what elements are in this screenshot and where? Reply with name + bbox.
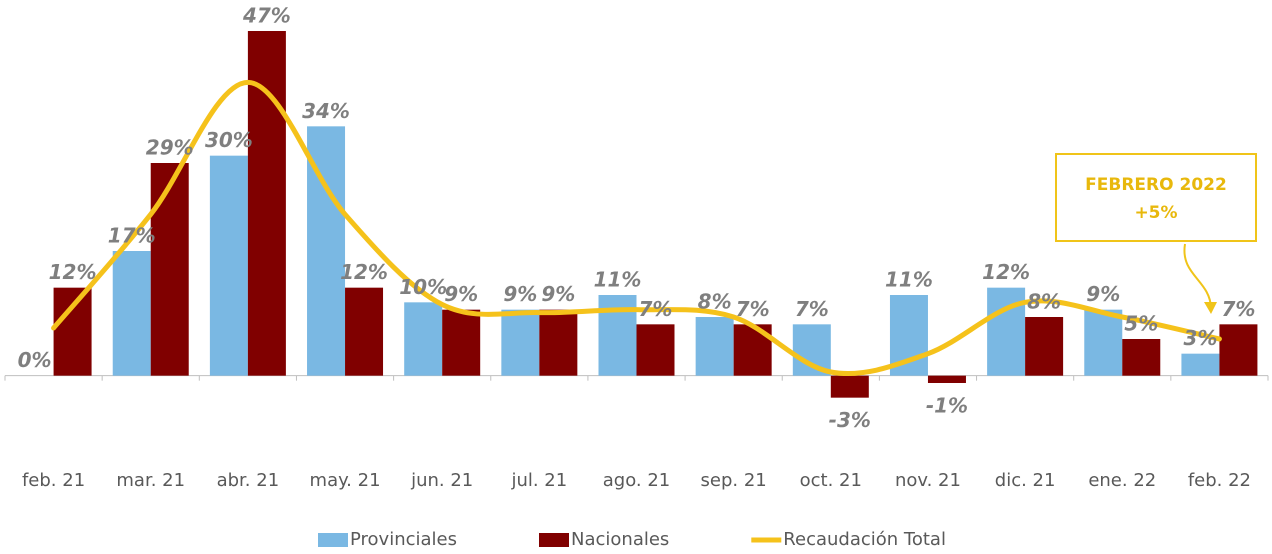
bar <box>53 287 92 376</box>
value-label: 8% <box>1027 290 1061 314</box>
bar <box>1181 353 1220 376</box>
bar <box>501 309 540 376</box>
bar <box>404 302 443 376</box>
value-label: 9% <box>503 282 537 306</box>
value-label: 7% <box>1221 297 1255 321</box>
bar <box>598 295 637 376</box>
legend-label: Recaudación Total <box>783 529 946 550</box>
annotation-title: FEBRERO 2022 <box>1085 175 1227 195</box>
bar <box>1025 317 1064 376</box>
legend-swatch <box>539 533 569 547</box>
bar <box>1084 309 1123 376</box>
annotation-arrow <box>1183 243 1212 309</box>
value-label: 7% <box>795 297 829 321</box>
value-label: 11% <box>885 268 933 292</box>
bar <box>1219 324 1258 376</box>
annotation-box <box>1055 153 1257 242</box>
legend-swatch <box>318 533 348 547</box>
bar <box>636 324 675 376</box>
value-label: 7% <box>639 297 673 321</box>
x-tick-label: abr. 21 <box>217 470 280 491</box>
value-label: 17% <box>108 224 156 248</box>
bar <box>927 375 966 383</box>
x-tick-label: mar. 21 <box>116 470 185 491</box>
value-label: -1% <box>926 394 968 418</box>
annotation-arrowhead <box>1204 302 1217 314</box>
bar <box>792 324 831 376</box>
x-tick-label: feb. 21 <box>22 470 85 491</box>
x-tick-label: jul. 21 <box>510 470 567 491</box>
bar <box>695 317 734 376</box>
value-label: 3% <box>1183 326 1217 350</box>
bar <box>442 309 481 376</box>
x-tick-label: may. 21 <box>310 470 381 491</box>
bar <box>209 155 248 376</box>
bar <box>112 251 151 376</box>
value-label: 5% <box>1124 312 1158 336</box>
annotation-text: +5% <box>1134 203 1177 223</box>
value-label: 47% <box>242 4 291 28</box>
x-tick-label: sep. 21 <box>701 470 767 491</box>
value-label: 12% <box>982 260 1030 284</box>
value-label: 12% <box>49 260 97 284</box>
value-label: 0% <box>18 348 52 372</box>
bar <box>539 309 578 376</box>
x-tick-label: nov. 21 <box>895 470 961 491</box>
bar <box>830 375 869 398</box>
value-label: 11% <box>594 268 642 292</box>
value-label: 34% <box>302 99 350 123</box>
value-label: 8% <box>698 290 732 314</box>
x-tick-label: oct. 21 <box>800 470 862 491</box>
value-label: 9% <box>541 282 575 306</box>
bar <box>345 287 384 376</box>
value-label: -3% <box>829 408 871 432</box>
x-tick-label: dic. 21 <box>995 470 1056 491</box>
legend-label: Nacionales <box>571 529 669 550</box>
bar <box>987 287 1026 376</box>
value-label: 12% <box>340 260 388 284</box>
value-label: 30% <box>205 128 253 152</box>
value-label: 9% <box>444 282 478 306</box>
value-label: 9% <box>1086 282 1120 306</box>
x-tick-label: jun. 21 <box>410 470 473 491</box>
value-label: 29% <box>146 136 194 160</box>
x-tick-label: feb. 22 <box>1188 470 1251 491</box>
x-tick-label: ago. 21 <box>603 470 671 491</box>
x-tick-label: ene. 22 <box>1088 470 1156 491</box>
bar <box>150 163 189 376</box>
value-label: 10% <box>399 275 447 299</box>
bar <box>1122 339 1161 376</box>
value-label: 7% <box>736 297 770 321</box>
line <box>51 79 1222 377</box>
legend-label: Provinciales <box>350 529 457 550</box>
bar <box>247 31 286 376</box>
